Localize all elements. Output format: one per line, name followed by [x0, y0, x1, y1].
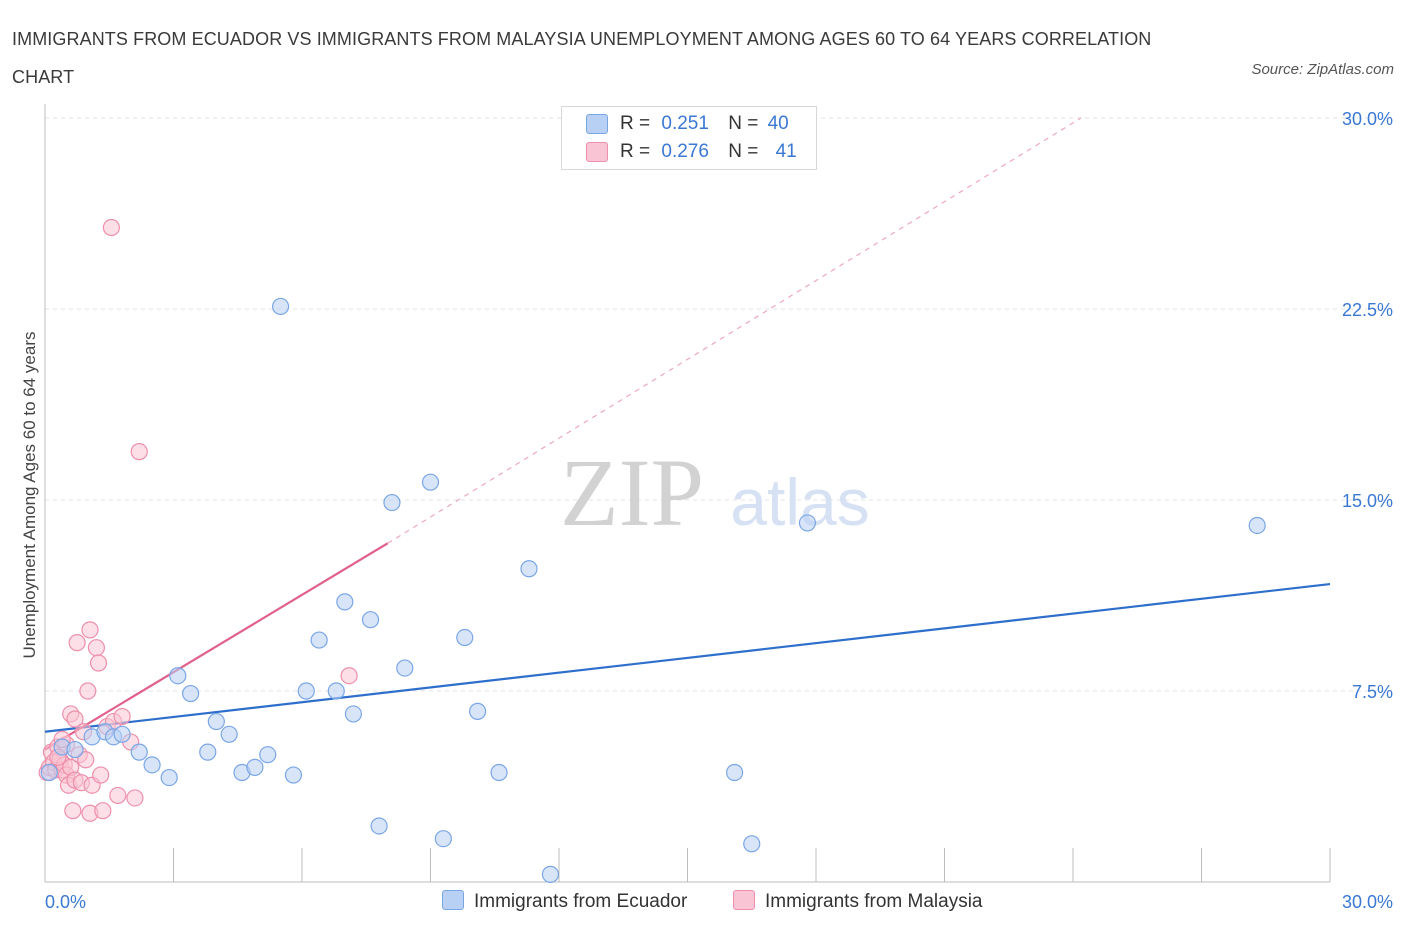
ecuador-point	[743, 835, 761, 853]
y-tick-label: 7.5%	[1352, 682, 1393, 702]
malaysia-point	[94, 802, 112, 820]
ecuador-point	[344, 705, 362, 723]
legend-n-label: N =	[728, 141, 759, 162]
ecuador-point	[259, 746, 277, 764]
ecuador-point	[361, 611, 380, 629]
ecuador-point	[1248, 516, 1266, 535]
legend-r-label: R =	[620, 141, 651, 162]
malaysia-n-value: 41	[775, 141, 797, 162]
malaysia-point	[92, 766, 110, 784]
ecuador-point	[383, 493, 401, 512]
ecuador-point	[396, 659, 414, 677]
gridlines	[45, 117, 1392, 692]
ecuador-point	[66, 740, 84, 759]
ecuador-point	[40, 763, 58, 782]
ecuador-point	[113, 725, 131, 743]
ecuador-swatch	[586, 113, 608, 134]
ecuador-point	[541, 865, 560, 883]
ecuador-legend-label: Immigrants from Ecuador	[474, 891, 688, 912]
ecuador-point	[130, 743, 148, 761]
malaysia-point	[77, 751, 95, 769]
legend-row-ecuador: R = 0.251 N = 40	[586, 111, 789, 137]
malaysia-point	[66, 710, 84, 728]
y-tick-label: 15.0%	[1342, 491, 1393, 511]
ecuador-point	[160, 768, 178, 787]
ecuador-point	[434, 830, 452, 848]
y-tick-label: 30.0%	[1342, 109, 1393, 129]
ecuador-point	[220, 725, 238, 743]
ecuador-point	[182, 684, 200, 703]
watermark: ZIP atlas	[560, 439, 870, 546]
ecuador-point	[490, 763, 508, 782]
ecuador-point	[469, 702, 487, 720]
malaysia-point	[81, 621, 99, 639]
malaysia-point	[102, 218, 120, 237]
malaysia-point	[340, 667, 358, 685]
tick-labels: 7.5% 15.0% 22.5% 30.0% 0.0% 30.0%	[45, 109, 1393, 912]
series-legend-malaysia: Immigrants from Malaysia	[733, 889, 983, 915]
malaysia-point	[68, 634, 86, 652]
ecuador-point	[271, 297, 290, 316]
ecuador-point	[199, 743, 217, 761]
y-tick-label: 22.5%	[1342, 300, 1393, 320]
ecuador-point	[284, 766, 303, 784]
x-tick-label: 0.0%	[45, 892, 86, 912]
malaysia-point	[109, 786, 127, 805]
x-tick-label: 30.0%	[1342, 892, 1393, 912]
legend-row-malaysia: R = 0.276 N = 41	[586, 139, 797, 165]
malaysia-legend-swatch	[733, 889, 755, 910]
ecuador-trendline	[44, 582, 1331, 733]
ecuador-point	[798, 514, 817, 532]
ecuador-point	[310, 631, 328, 649]
malaysia-point	[130, 443, 148, 461]
malaysia-point	[89, 654, 108, 672]
malaysia-point	[64, 802, 82, 820]
ecuador-point	[297, 682, 315, 700]
ecuador-point	[520, 560, 538, 578]
malaysia-legend-label: Immigrants from Malaysia	[765, 891, 983, 912]
data-points	[38, 218, 1266, 883]
ecuador-n-value: 40	[767, 113, 789, 134]
malaysia-point	[87, 639, 106, 657]
malaysia-point	[113, 707, 131, 726]
ecuador-point	[456, 628, 474, 647]
malaysia-trendline	[44, 542, 389, 751]
ecuador-r-value: 0.251	[661, 113, 709, 134]
ecuador-point	[246, 758, 264, 777]
watermark-zip: ZIP	[560, 439, 704, 546]
ecuador-point	[207, 712, 225, 731]
legend-r-label: R =	[620, 113, 651, 134]
trendlines	[44, 117, 1331, 751]
ecuador-point	[336, 593, 354, 611]
ecuador-point	[370, 817, 388, 835]
malaysia-r-value: 0.276	[661, 141, 709, 162]
series-legend-ecuador: Immigrants from Ecuador	[442, 889, 687, 915]
source-note: Source: ZipAtlas.com	[1251, 61, 1394, 78]
ecuador-point	[143, 756, 161, 774]
ecuador-point	[327, 682, 345, 700]
ecuador-point	[726, 763, 744, 782]
correlation-legend: R = 0.251 N = 40 R = 0.276 N = 41	[561, 106, 817, 170]
ecuador-legend-swatch	[442, 889, 464, 910]
ecuador-point	[421, 473, 440, 491]
malaysia-point	[79, 682, 97, 700]
malaysia-point	[126, 789, 144, 807]
malaysia-swatch	[586, 141, 608, 162]
chart-title: IMMIGRANTS FROM ECUADOR VS IMMIGRANTS FR…	[12, 29, 1152, 87]
watermark-atlas: atlas	[730, 465, 869, 539]
ecuador-point	[169, 667, 187, 685]
legend-n-label: N =	[728, 113, 759, 134]
